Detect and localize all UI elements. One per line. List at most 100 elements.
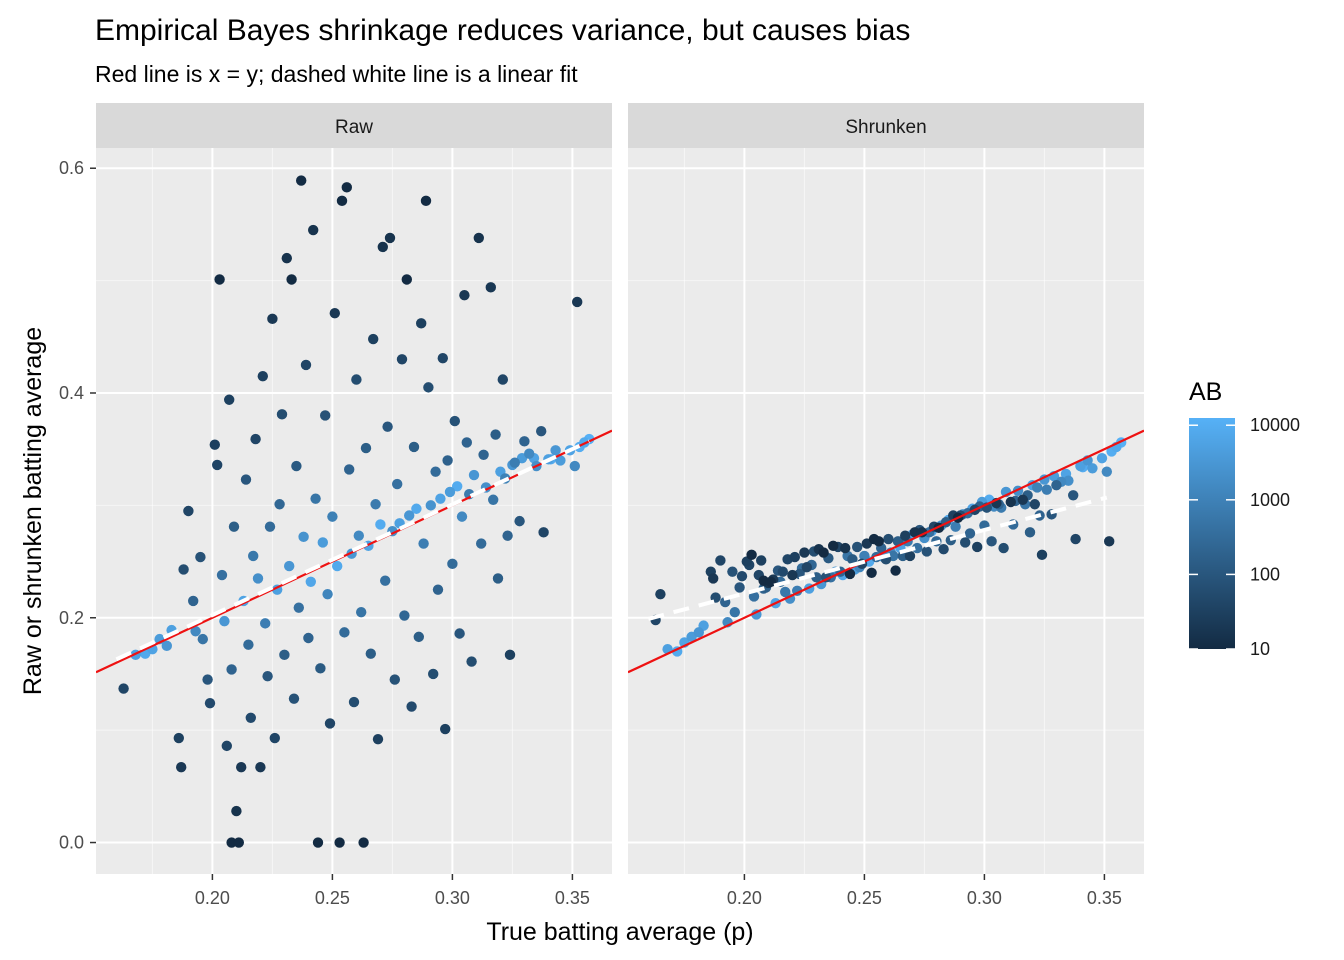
point-raw	[329, 308, 340, 319]
point-raw	[341, 182, 352, 193]
point-raw	[432, 584, 444, 595]
point-shrunken	[789, 551, 800, 563]
point-shrunken	[1005, 496, 1016, 508]
point-shrunken	[883, 533, 894, 545]
point-raw	[245, 712, 256, 723]
point-raw	[267, 313, 278, 325]
point-raw	[502, 530, 513, 541]
point-shrunken	[844, 568, 856, 580]
point-raw	[423, 382, 434, 393]
point-shrunken	[938, 544, 949, 555]
point-shrunken	[998, 542, 1009, 554]
point-shrunken	[960, 537, 971, 548]
point-raw	[406, 701, 417, 712]
point-raw	[264, 521, 276, 532]
point-raw	[452, 481, 463, 492]
lines-raw	[96, 429, 612, 674]
x-tick-label-raw-1: 0.25	[315, 888, 350, 908]
point-raw	[308, 224, 319, 236]
point-shrunken	[765, 576, 776, 588]
point-raw	[339, 627, 350, 638]
point-raw	[322, 588, 333, 600]
point-raw	[492, 573, 504, 584]
y-tick-label-2: 0.4	[59, 383, 84, 403]
point-raw	[195, 551, 206, 563]
point-raw	[183, 505, 194, 517]
point-shrunken	[655, 588, 666, 600]
chart-title: Empirical Bayes shrinkage reduces varian…	[95, 14, 910, 47]
legend-label-3: 10000	[1250, 415, 1300, 435]
point-raw	[514, 515, 525, 527]
point-shrunken	[715, 555, 726, 566]
point-raw	[276, 409, 288, 420]
point-raw	[351, 374, 362, 385]
point-raw	[197, 633, 208, 645]
point-shrunken	[921, 546, 932, 557]
point-raw	[358, 837, 369, 848]
x-tick-label-shrunken-2: 0.30	[967, 888, 1002, 908]
point-raw	[389, 674, 400, 685]
point-shrunken	[736, 570, 748, 582]
point-shrunken	[890, 565, 901, 576]
point-raw	[399, 610, 410, 621]
point-shrunken	[799, 547, 810, 558]
point-raw	[478, 449, 489, 461]
point-raw	[353, 530, 364, 541]
point-raw	[519, 436, 530, 447]
point-raw	[490, 429, 501, 440]
point-shrunken	[780, 586, 791, 598]
fit-line-raw	[115, 439, 591, 662]
legend-label-0: 10	[1250, 639, 1270, 659]
point-shrunken	[1036, 549, 1048, 561]
point-raw	[435, 493, 446, 504]
point-shrunken	[950, 521, 961, 532]
point-raw	[428, 668, 439, 680]
facet-strip-label-shrunken: Shrunken	[845, 117, 926, 138]
point-raw	[312, 837, 324, 848]
point-raw	[296, 175, 307, 186]
lines-shrunken	[628, 429, 1144, 674]
point-raw	[298, 531, 309, 543]
point-raw	[425, 500, 436, 511]
point-raw	[252, 573, 264, 584]
point-raw	[411, 503, 422, 514]
point-shrunken	[787, 569, 798, 581]
point-raw	[336, 195, 348, 207]
legend: AB 10 100 1000 10000	[1189, 378, 1300, 659]
point-shrunken	[1101, 466, 1113, 477]
x-tick-label-shrunken-1: 0.25	[847, 888, 882, 908]
point-raw	[468, 469, 480, 481]
point-raw	[161, 640, 172, 652]
point-raw	[456, 511, 468, 522]
point-raw	[377, 241, 388, 253]
point-raw	[327, 511, 338, 522]
point-raw	[231, 805, 242, 817]
point-shrunken	[847, 554, 858, 565]
point-raw	[334, 837, 345, 848]
point-shrunken	[1070, 533, 1081, 545]
point-raw	[310, 493, 321, 504]
facet-raw: Raw 0.20 0.25 0.30 0.35	[96, 103, 612, 908]
point-raw	[226, 837, 237, 848]
point-raw	[214, 274, 225, 285]
point-raw	[447, 558, 458, 570]
point-raw	[233, 837, 244, 848]
chart-subtitle: Red line is x = y; dashed white line is …	[95, 61, 578, 87]
point-raw	[365, 648, 376, 659]
point-shrunken	[828, 540, 839, 552]
facet-strip-label-raw: Raw	[335, 117, 373, 138]
point-raw	[524, 448, 535, 459]
point-raw	[274, 499, 285, 510]
point-raw	[404, 510, 415, 521]
point-raw	[236, 762, 247, 773]
point-raw	[240, 474, 252, 485]
point-raw	[466, 656, 477, 667]
panel-grid-raw	[96, 148, 612, 874]
point-shrunken	[1032, 482, 1043, 493]
x-axis-shrunken: 0.20 0.25 0.30 0.35	[727, 874, 1122, 908]
point-raw	[209, 439, 220, 450]
point-shrunken	[900, 530, 911, 541]
point-raw	[380, 575, 391, 586]
point-shrunken	[1075, 460, 1086, 472]
